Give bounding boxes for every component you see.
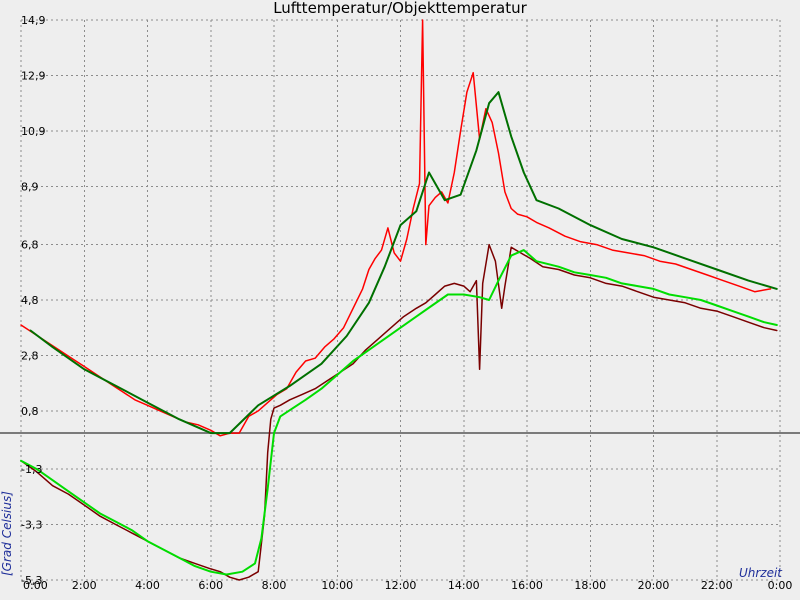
y-tick-label: 0,8: [21, 405, 39, 418]
y-tick-label: 10,9: [21, 125, 46, 138]
y-axis-label: [Grad Celsius]: [0, 491, 14, 576]
x-tick-label: 2:00: [72, 579, 97, 592]
y-tick-label: -5,3: [21, 574, 42, 587]
x-tick-label: 14:00: [448, 579, 480, 592]
x-tick-label: 0:00: [768, 579, 793, 592]
series-line-air-temp-smoothed: [29, 91, 778, 435]
series-line-object-temp-raw: [20, 243, 778, 581]
x-tick-label: 16:00: [511, 579, 543, 592]
x-tick-label: 8:00: [262, 579, 287, 592]
tick-label-layer: 14,912,910,98,96,84,82,80,8-1,3-3,3-5,30…: [21, 14, 792, 592]
x-tick-label: 22:00: [701, 579, 733, 592]
x-tick-label: 6:00: [198, 579, 223, 592]
x-tick-label: 4:00: [135, 579, 160, 592]
x-tick-label: 10:00: [321, 579, 353, 592]
x-tick-label: 0:00: [23, 579, 48, 592]
y-tick-label: 4,8: [21, 294, 39, 307]
y-tick-label: 12,9: [21, 69, 46, 82]
y-tick-label: 14,9: [21, 14, 46, 27]
chart-title: Lufttemperatur/Objekttemperatur: [273, 0, 527, 17]
grid-lines: [20, 19, 781, 581]
series-line-object-temp-smoothed: [20, 249, 778, 576]
y-tick-label: -1,3: [21, 463, 42, 476]
y-tick-label: -3,3: [21, 519, 42, 532]
series-layer: [20, 19, 778, 581]
x-tick-label: 20:00: [638, 579, 670, 592]
x-tick-label: 12:00: [385, 579, 417, 592]
x-axis-label: Uhrzeit: [739, 566, 783, 580]
x-tick-label: 18:00: [574, 579, 606, 592]
y-tick-label: 8,9: [21, 180, 39, 193]
y-tick-label: 6,8: [21, 239, 39, 252]
y-tick-label: 2,8: [21, 349, 39, 362]
